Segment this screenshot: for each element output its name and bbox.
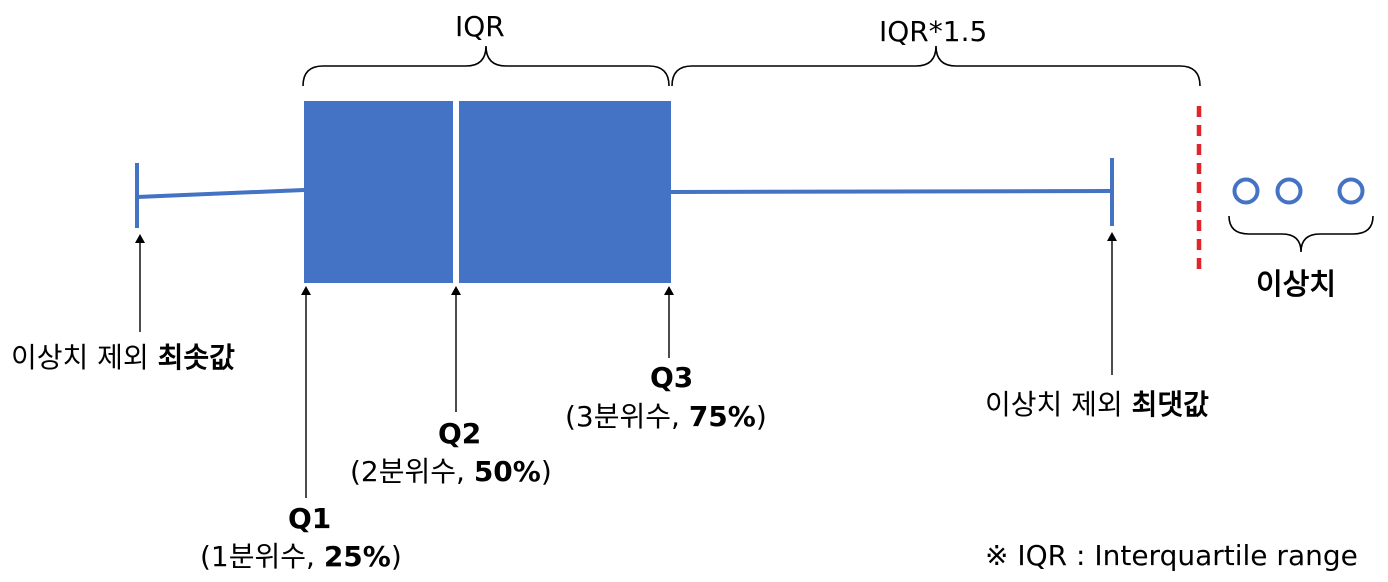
iqr-label: IQR [455, 10, 505, 43]
left-whisker-line [136, 188, 305, 199]
outlier-label: 이상치 [1256, 267, 1337, 301]
outlier-brace [1228, 215, 1374, 253]
q2-name: Q2 [438, 417, 482, 450]
outlier-point [1275, 177, 1303, 205]
q3-desc-suffix: ) [755, 400, 767, 433]
q1-name: Q1 [288, 502, 332, 535]
q1-desc-bold: 25% [323, 540, 391, 573]
right-whisker-line [670, 189, 1113, 194]
q2-desc: (2분위수, 50%) [350, 458, 552, 486]
q3-desc-prefix: (3분위수, [565, 400, 689, 433]
q2-desc-prefix: (2분위수, [350, 455, 474, 488]
q1-desc-suffix: ) [390, 540, 402, 573]
outlier-point [1232, 177, 1260, 205]
iqr-15-label: IQR*1.5 [879, 15, 988, 48]
q1-desc: (1분위수, 25%) [200, 543, 402, 571]
q2-desc-suffix: ) [540, 455, 552, 488]
min-label-prefix: 이상치 제외 [11, 341, 158, 374]
max-label-bold: 최댓값 [1131, 388, 1209, 421]
min-label-bold: 최솟값 [157, 341, 235, 374]
iqr-brace [302, 45, 670, 87]
max-label: 이상치 제외 최댓값 [985, 391, 1209, 419]
min-label: 이상치 제외 최솟값 [11, 344, 235, 372]
q3-desc-bold: 75% [688, 400, 756, 433]
iqr-15-brace [671, 45, 1201, 87]
iqr-box [304, 101, 671, 283]
max-label-prefix: 이상치 제외 [985, 388, 1132, 421]
q3-name: Q3 [650, 361, 694, 394]
q2-desc-bold: 50% [473, 455, 541, 488]
q3-desc: (3분위수, 75%) [565, 403, 767, 431]
outlier-point [1337, 177, 1365, 205]
footnote: ※ IQR : Interquartile range [985, 539, 1358, 572]
q1-desc-prefix: (1분위수, [200, 540, 324, 573]
